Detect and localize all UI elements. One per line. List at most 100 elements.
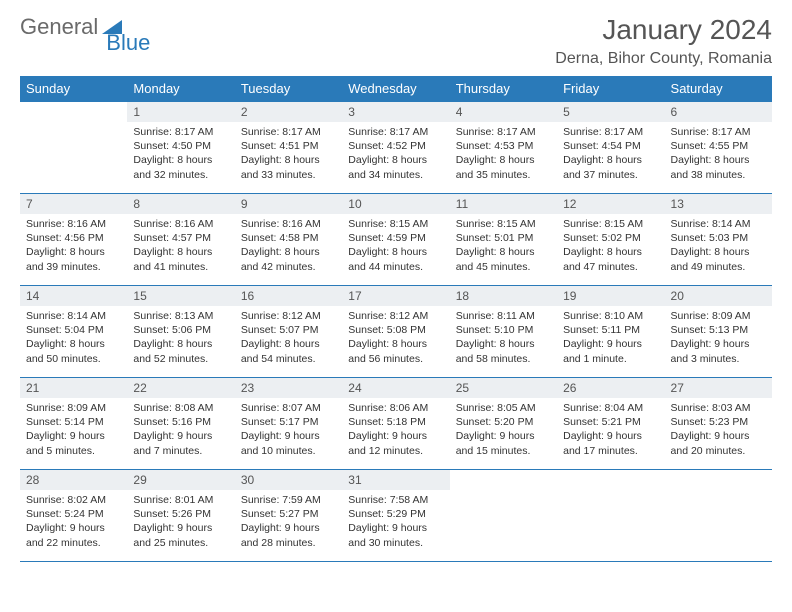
day-number: 29 xyxy=(127,470,234,490)
sunset-text: Sunset: 5:07 PM xyxy=(241,323,336,337)
sunset-text: Sunset: 4:58 PM xyxy=(241,231,336,245)
sunrise-text: Sunrise: 8:06 AM xyxy=(348,401,443,415)
location-text: Derna, Bihor County, Romania xyxy=(555,50,772,68)
daylight-text: Daylight: 9 hours xyxy=(133,429,228,443)
daylight-text: and 39 minutes. xyxy=(26,260,121,274)
daylight-text: and 58 minutes. xyxy=(456,352,551,366)
day-number: 9 xyxy=(235,194,342,214)
sunset-text: Sunset: 5:08 PM xyxy=(348,323,443,337)
sunset-text: Sunset: 4:53 PM xyxy=(456,139,551,153)
day-details: Sunrise: 7:59 AMSunset: 5:27 PMDaylight:… xyxy=(235,490,342,554)
day-details: Sunrise: 8:01 AMSunset: 5:26 PMDaylight:… xyxy=(127,490,234,554)
calendar-week-row: 21Sunrise: 8:09 AMSunset: 5:14 PMDayligh… xyxy=(20,378,772,470)
sunrise-text: Sunrise: 8:02 AM xyxy=(26,493,121,507)
daylight-text: Daylight: 9 hours xyxy=(241,521,336,535)
day-number: 2 xyxy=(235,102,342,122)
day-details: Sunrise: 8:09 AMSunset: 5:13 PMDaylight:… xyxy=(665,306,772,370)
daylight-text: Daylight: 9 hours xyxy=(26,429,121,443)
sunrise-text: Sunrise: 8:12 AM xyxy=(348,309,443,323)
day-details: Sunrise: 8:17 AMSunset: 4:52 PMDaylight:… xyxy=(342,122,449,186)
daylight-text: and 25 minutes. xyxy=(133,536,228,550)
calendar-day-cell: 16Sunrise: 8:12 AMSunset: 5:07 PMDayligh… xyxy=(235,286,342,378)
sunrise-text: Sunrise: 8:13 AM xyxy=(133,309,228,323)
day-details: Sunrise: 8:10 AMSunset: 5:11 PMDaylight:… xyxy=(557,306,664,370)
day-details: Sunrise: 8:16 AMSunset: 4:58 PMDaylight:… xyxy=(235,214,342,278)
daylight-text: and 1 minute. xyxy=(563,352,658,366)
day-details: Sunrise: 8:07 AMSunset: 5:17 PMDaylight:… xyxy=(235,398,342,462)
sunset-text: Sunset: 5:10 PM xyxy=(456,323,551,337)
daylight-text: and 34 minutes. xyxy=(348,168,443,182)
day-details: Sunrise: 8:02 AMSunset: 5:24 PMDaylight:… xyxy=(20,490,127,554)
day-details: Sunrise: 8:15 AMSunset: 4:59 PMDaylight:… xyxy=(342,214,449,278)
calendar-day-cell: 10Sunrise: 8:15 AMSunset: 4:59 PMDayligh… xyxy=(342,194,449,286)
daylight-text: Daylight: 8 hours xyxy=(563,153,658,167)
sunset-text: Sunset: 5:21 PM xyxy=(563,415,658,429)
calendar-table: Sunday Monday Tuesday Wednesday Thursday… xyxy=(20,76,772,562)
calendar-day-cell: 21Sunrise: 8:09 AMSunset: 5:14 PMDayligh… xyxy=(20,378,127,470)
day-number xyxy=(20,102,127,122)
sunset-text: Sunset: 5:02 PM xyxy=(563,231,658,245)
day-number: 5 xyxy=(557,102,664,122)
daylight-text: and 5 minutes. xyxy=(26,444,121,458)
day-number: 11 xyxy=(450,194,557,214)
weekday-header: Monday xyxy=(127,76,234,102)
day-number: 19 xyxy=(557,286,664,306)
day-details: Sunrise: 8:17 AMSunset: 4:55 PMDaylight:… xyxy=(665,122,772,186)
day-number: 27 xyxy=(665,378,772,398)
daylight-text: and 47 minutes. xyxy=(563,260,658,274)
day-details: Sunrise: 8:16 AMSunset: 4:56 PMDaylight:… xyxy=(20,214,127,278)
calendar-day-cell: 24Sunrise: 8:06 AMSunset: 5:18 PMDayligh… xyxy=(342,378,449,470)
calendar-week-row: 7Sunrise: 8:16 AMSunset: 4:56 PMDaylight… xyxy=(20,194,772,286)
day-number: 12 xyxy=(557,194,664,214)
daylight-text: and 33 minutes. xyxy=(241,168,336,182)
daylight-text: and 35 minutes. xyxy=(456,168,551,182)
sunset-text: Sunset: 5:03 PM xyxy=(671,231,766,245)
sunrise-text: Sunrise: 8:15 AM xyxy=(348,217,443,231)
calendar-day-cell: 12Sunrise: 8:15 AMSunset: 5:02 PMDayligh… xyxy=(557,194,664,286)
daylight-text: and 3 minutes. xyxy=(671,352,766,366)
calendar-day-cell: 7Sunrise: 8:16 AMSunset: 4:56 PMDaylight… xyxy=(20,194,127,286)
calendar-day-cell: 11Sunrise: 8:15 AMSunset: 5:01 PMDayligh… xyxy=(450,194,557,286)
weekday-header: Saturday xyxy=(665,76,772,102)
calendar-day-cell: 1Sunrise: 8:17 AMSunset: 4:50 PMDaylight… xyxy=(127,102,234,194)
sunset-text: Sunset: 4:57 PM xyxy=(133,231,228,245)
calendar-day-cell: 18Sunrise: 8:11 AMSunset: 5:10 PMDayligh… xyxy=(450,286,557,378)
day-details: Sunrise: 8:04 AMSunset: 5:21 PMDaylight:… xyxy=(557,398,664,462)
sunset-text: Sunset: 5:26 PM xyxy=(133,507,228,521)
day-number xyxy=(557,470,664,490)
sunrise-text: Sunrise: 8:01 AM xyxy=(133,493,228,507)
day-number: 10 xyxy=(342,194,449,214)
daylight-text: and 50 minutes. xyxy=(26,352,121,366)
daylight-text: Daylight: 9 hours xyxy=(563,429,658,443)
calendar-day-cell: 30Sunrise: 7:59 AMSunset: 5:27 PMDayligh… xyxy=(235,470,342,562)
day-number: 8 xyxy=(127,194,234,214)
sunset-text: Sunset: 4:54 PM xyxy=(563,139,658,153)
calendar-day-cell: 9Sunrise: 8:16 AMSunset: 4:58 PMDaylight… xyxy=(235,194,342,286)
sunrise-text: Sunrise: 8:17 AM xyxy=(133,125,228,139)
day-details: Sunrise: 8:16 AMSunset: 4:57 PMDaylight:… xyxy=(127,214,234,278)
calendar-day-cell xyxy=(20,102,127,194)
sunset-text: Sunset: 5:13 PM xyxy=(671,323,766,337)
day-number: 24 xyxy=(342,378,449,398)
calendar-day-cell xyxy=(557,470,664,562)
sunrise-text: Sunrise: 8:16 AM xyxy=(241,217,336,231)
sunset-text: Sunset: 4:59 PM xyxy=(348,231,443,245)
daylight-text: and 32 minutes. xyxy=(133,168,228,182)
calendar-day-cell: 17Sunrise: 8:12 AMSunset: 5:08 PMDayligh… xyxy=(342,286,449,378)
day-number: 7 xyxy=(20,194,127,214)
sunrise-text: Sunrise: 7:59 AM xyxy=(241,493,336,507)
daylight-text: Daylight: 8 hours xyxy=(563,245,658,259)
daylight-text: Daylight: 9 hours xyxy=(456,429,551,443)
daylight-text: and 37 minutes. xyxy=(563,168,658,182)
sunrise-text: Sunrise: 8:14 AM xyxy=(671,217,766,231)
daylight-text: Daylight: 9 hours xyxy=(348,521,443,535)
daylight-text: and 22 minutes. xyxy=(26,536,121,550)
calendar-day-cell: 15Sunrise: 8:13 AMSunset: 5:06 PMDayligh… xyxy=(127,286,234,378)
day-details: Sunrise: 8:15 AMSunset: 5:01 PMDaylight:… xyxy=(450,214,557,278)
day-details: Sunrise: 8:14 AMSunset: 5:03 PMDaylight:… xyxy=(665,214,772,278)
sunset-text: Sunset: 5:27 PM xyxy=(241,507,336,521)
day-number: 18 xyxy=(450,286,557,306)
sunrise-text: Sunrise: 8:10 AM xyxy=(563,309,658,323)
logo-text-blue: Blue xyxy=(106,30,150,56)
daylight-text: and 52 minutes. xyxy=(133,352,228,366)
